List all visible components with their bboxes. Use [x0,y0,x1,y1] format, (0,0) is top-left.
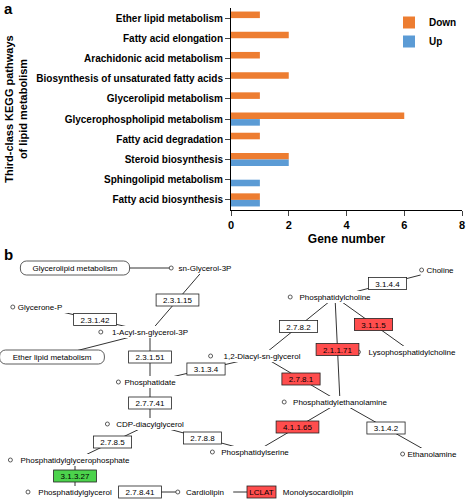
svg-text:Ethanolamine: Ethanolamine [408,450,457,459]
svg-text:Down: Down [429,17,456,28]
svg-text:Lysophosphatidylcholine: Lysophosphatidylcholine [369,348,456,357]
svg-text:3.1.3.27: 3.1.3.27 [61,472,90,481]
svg-text:3.1.1.5: 3.1.1.5 [361,321,386,330]
svg-text:sn-Glycerol-3P: sn-Glycerol-3P [179,264,232,273]
svg-text:1-Acyl-sn-glycerol-3P: 1-Acyl-sn-glycerol-3P [112,328,188,337]
svg-text:Fatty acid degradation: Fatty acid degradation [116,134,223,145]
svg-text:2.7.7.41: 2.7.7.41 [136,399,165,408]
svg-text:2.7.8.8: 2.7.8.8 [190,434,215,443]
svg-text:Gene number: Gene number [308,232,386,246]
svg-text:Choline: Choline [426,266,454,275]
svg-text:4.1.1.65: 4.1.1.65 [283,423,312,432]
svg-text:2.3.1.15: 2.3.1.15 [163,296,192,305]
svg-text:Ether lipid metabolism: Ether lipid metabolism [116,13,223,24]
svg-text:Biosynthesis of unsaturated fa: Biosynthesis of unsaturated fatty acids [36,73,223,84]
svg-text:2.3.1.51: 2.3.1.51 [136,353,165,362]
svg-text:2.1.1.71: 2.1.1.71 [323,346,352,355]
svg-text:Up: Up [429,36,442,47]
svg-text:Phosphatidate: Phosphatidate [124,378,176,387]
svg-text:2.3.1.42: 2.3.1.42 [81,316,110,325]
svg-text:Steroid biosynthesis: Steroid biosynthesis [125,154,224,165]
svg-text:6: 6 [401,219,407,231]
svg-text:Ether lipid metabolism: Ether lipid metabolism [13,353,92,362]
svg-text:2.7.8.41: 2.7.8.41 [126,488,155,497]
svg-text:Phosphatidylglycerol: Phosphatidylglycerol [38,488,112,497]
svg-text:Third-class KEGG pathwaysof li: Third-class KEGG pathwaysof lipid metabo… [3,35,29,182]
svg-text:Cardiolipin: Cardiolipin [186,488,224,497]
svg-text:LCLAT: LCLAT [249,488,273,497]
svg-text:2.7.8.5: 2.7.8.5 [100,438,125,447]
svg-text:3.1.3.4: 3.1.3.4 [194,365,219,374]
svg-text:Monolysocardiolipin: Monolysocardiolipin [283,488,353,497]
svg-text:0: 0 [228,219,234,231]
svg-text:Phosphatidylethanolamine: Phosphatidylethanolamine [293,398,387,407]
svg-text:Fatty acid biosynthesis: Fatty acid biosynthesis [112,194,223,205]
svg-text:Sphingolipid metabolism: Sphingolipid metabolism [104,174,223,185]
svg-text:CDP-diacylglycerol: CDP-diacylglycerol [116,420,184,429]
svg-text:8: 8 [459,219,465,231]
svg-text:2.7.8.2: 2.7.8.2 [286,323,311,332]
svg-text:Phosphatidylserine: Phosphatidylserine [221,448,289,457]
svg-text:Fatty acid elongation: Fatty acid elongation [123,33,223,44]
svg-text:Glycerone-P: Glycerone-P [18,303,62,312]
html-text:b: b [4,246,14,263]
svg-text:Glycerolipid metabolism: Glycerolipid metabolism [33,264,118,273]
html-text:a: a [4,0,13,17]
svg-text:3.1.4.4: 3.1.4.4 [375,280,400,289]
svg-text:Glycerophospholipid metabolism: Glycerophospholipid metabolism [65,114,223,125]
svg-text:2: 2 [286,219,292,231]
svg-text:Phosphatidylcholine: Phosphatidylcholine [299,293,371,302]
svg-text:Glycerolipid metabolism: Glycerolipid metabolism [107,93,223,104]
svg-text:Phosphatidylglycerophosphate: Phosphatidylglycerophosphate [21,456,131,465]
svg-text:4: 4 [343,219,350,231]
svg-text:3.1.4.2: 3.1.4.2 [374,424,399,433]
svg-text:2.7.8.1: 2.7.8.1 [289,375,314,384]
svg-text:1,2-Diacyl-sn-glycerol: 1,2-Diacyl-sn-glycerol [224,352,301,361]
svg-text:Arachidonic acid metabolism: Arachidonic acid metabolism [84,53,223,64]
